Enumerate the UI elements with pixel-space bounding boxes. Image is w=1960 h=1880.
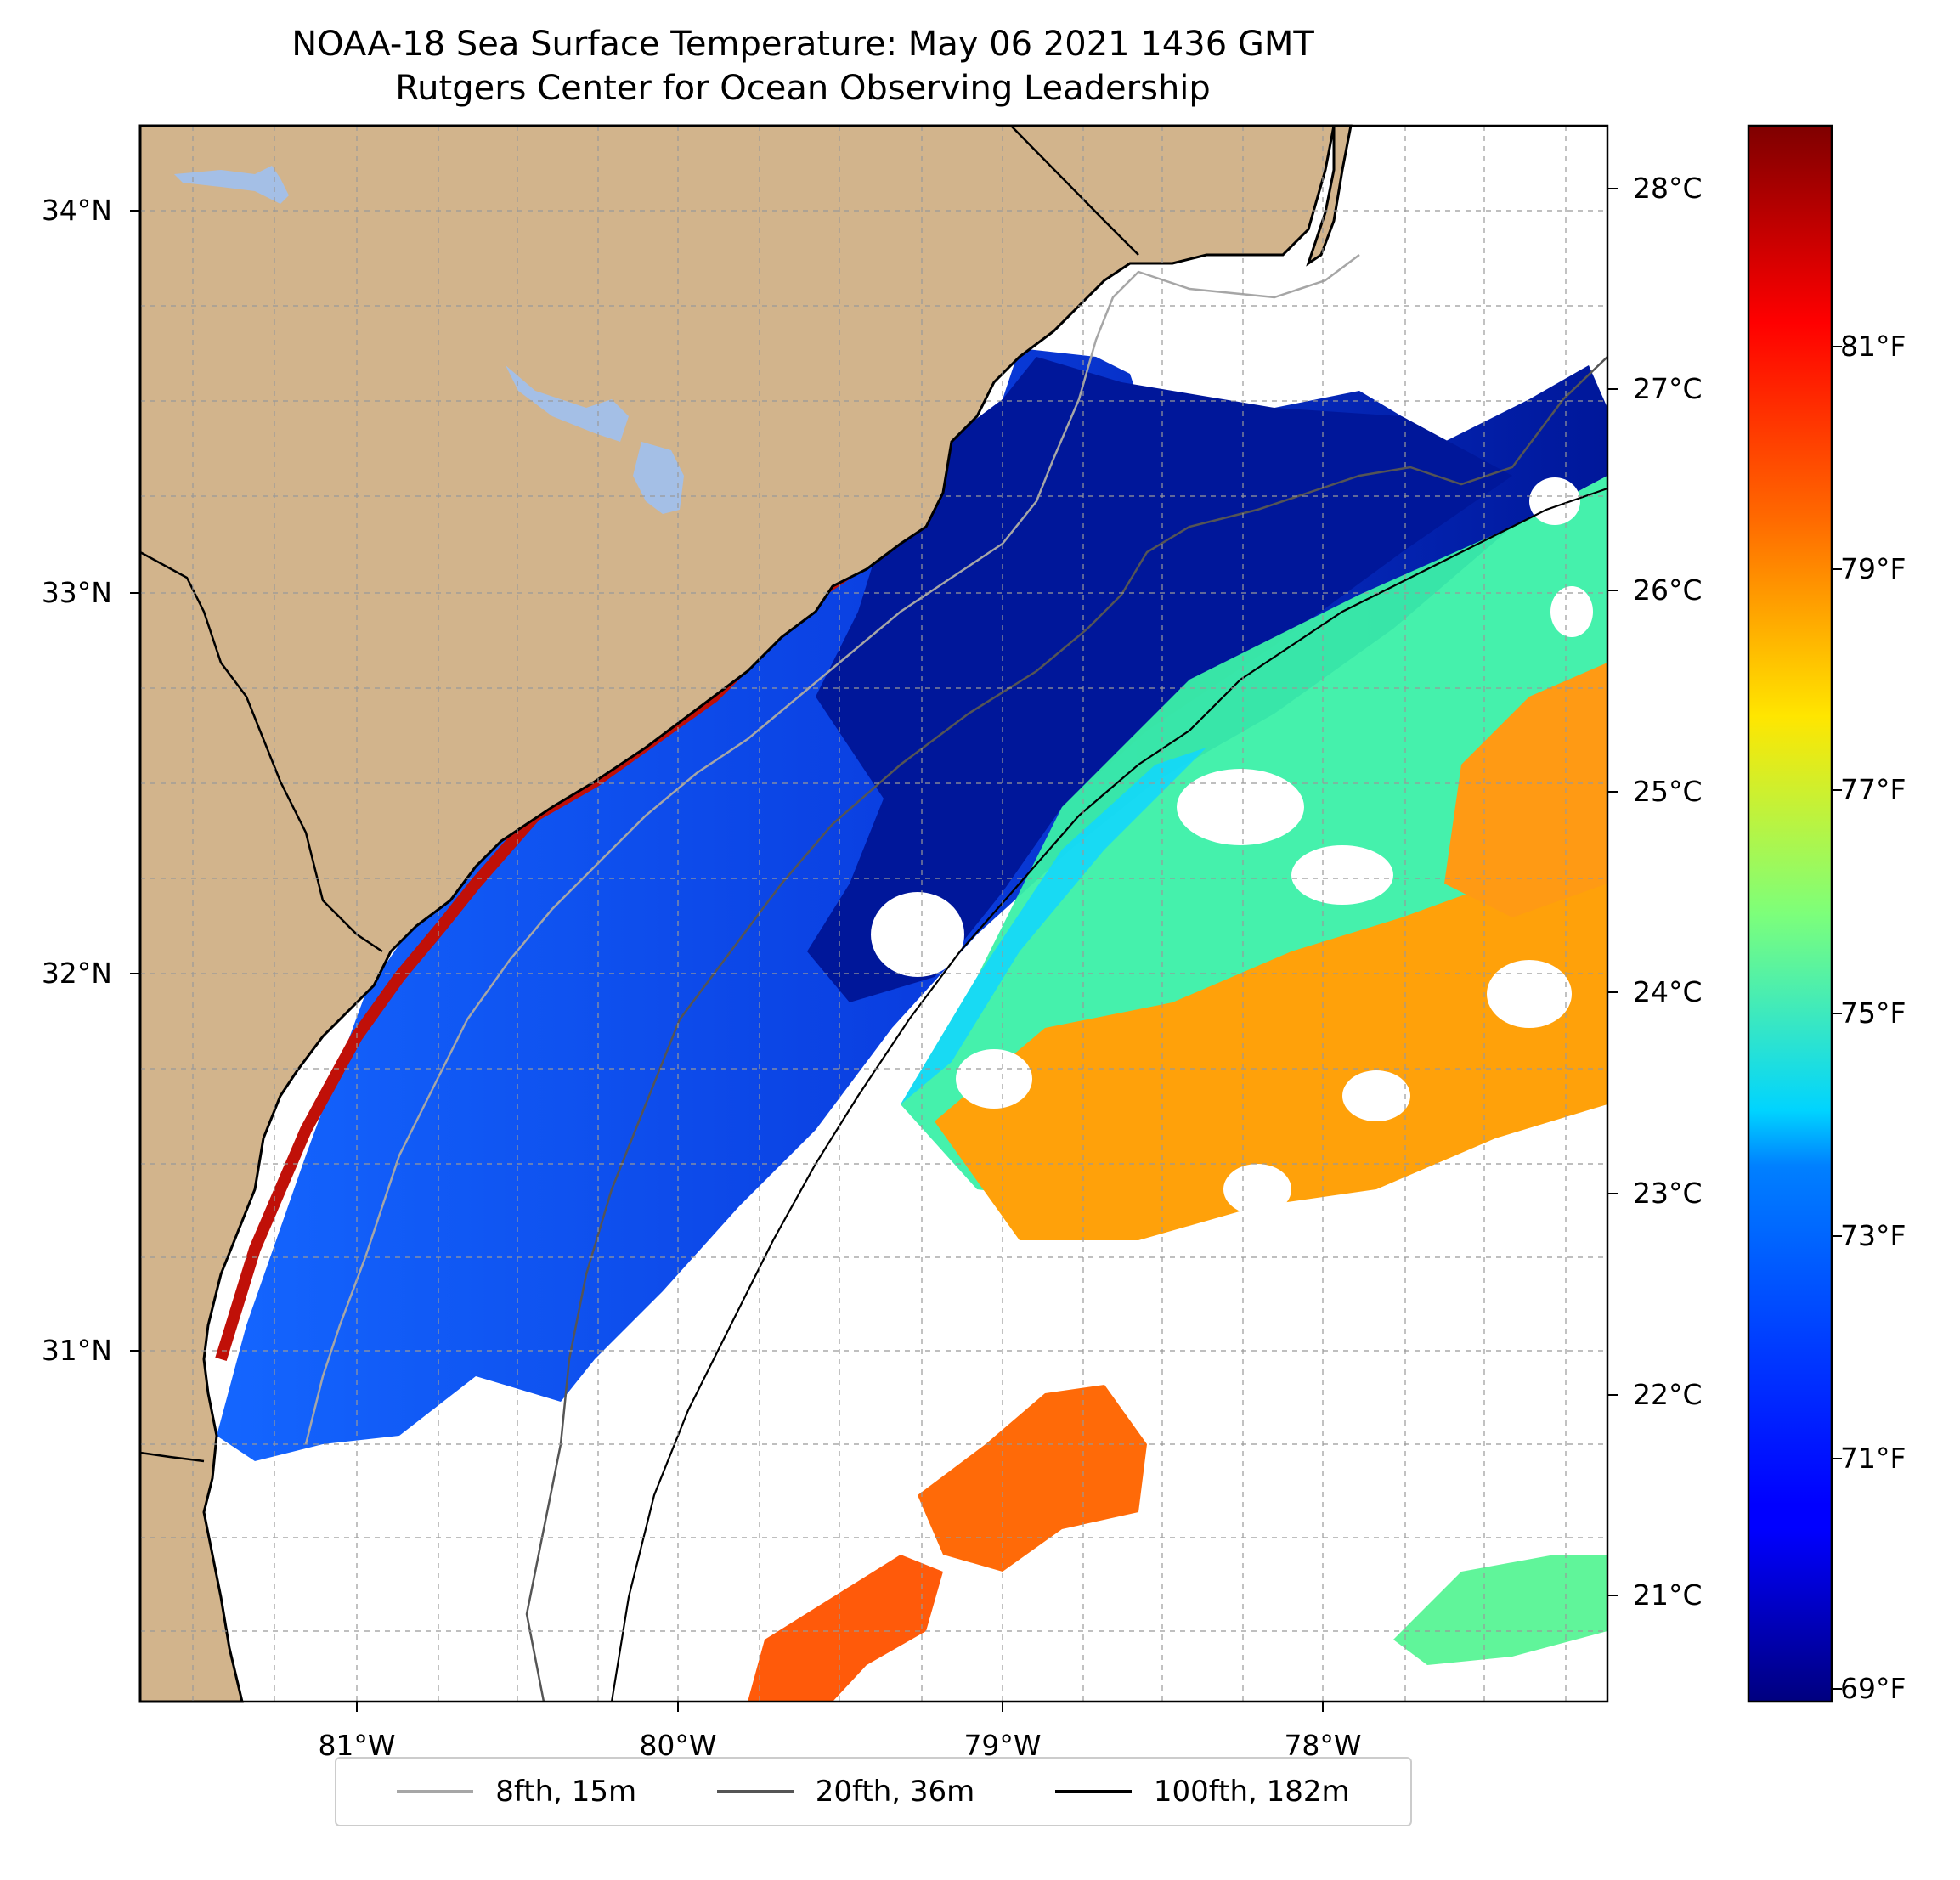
sst-offshore-cold-pool: [807, 357, 1512, 1002]
sst-warm-filament: [748, 1555, 943, 1702]
lake-marion: [174, 166, 289, 204]
fahrenheit-tick-75: 75°F: [1840, 996, 1906, 1030]
legend-line-8fth: [397, 1790, 474, 1793]
lon-tick-79w: 79°W: [963, 1729, 1042, 1762]
sst-green-patch-se: [1393, 1555, 1607, 1665]
state-boundary-sc-ga: [139, 550, 383, 953]
celsius-tick-27: 27°C: [1633, 372, 1703, 405]
axis-ticks: [130, 188, 1618, 1712]
legend-item-100fth: 100fth, 182m: [1054, 1775, 1350, 1809]
legend-line-100fth: [1054, 1790, 1132, 1793]
fahrenheit-tick-71: 71°F: [1840, 1442, 1906, 1475]
celsius-tick-21: 21°C: [1633, 1578, 1703, 1612]
sst-warm-eddy-south: [918, 1385, 1147, 1572]
sst-gulf-stream-warm: [935, 841, 1607, 1240]
lat-tick-34n: 34°N: [41, 194, 112, 227]
celsius-tick-26: 26°C: [1633, 573, 1703, 607]
fahrenheit-tick-81: 81°F: [1840, 330, 1906, 363]
legend-label-20fth: 20fth, 36m: [815, 1775, 975, 1809]
land-southeast-us: [138, 124, 1336, 1703]
celsius-tick-23: 23°C: [1633, 1177, 1703, 1210]
fahrenheit-tick-73: 73°F: [1840, 1219, 1906, 1252]
graticule: [140, 126, 1607, 1702]
state-boundary-ga-fl: [139, 1451, 205, 1463]
legend-label-100fth: 100fth, 182m: [1153, 1775, 1350, 1809]
legend-item-8fth: 8fth, 15m: [397, 1775, 636, 1809]
land-northeast-coast: [1306, 124, 1353, 267]
lat-tick-33n: 33°N: [41, 576, 112, 609]
colorbar: [1747, 124, 1833, 1703]
isobaths: [304, 254, 1607, 1702]
lat-tick-31n: 31°N: [41, 1334, 112, 1367]
lat-tick-32n: 32°N: [41, 957, 112, 990]
isobath-legend: 8fth, 15m 20fth, 36m 100fth, 182m: [335, 1757, 1412, 1826]
sst-field: [215, 348, 1607, 1702]
lon-tick-81w: 81°W: [318, 1729, 396, 1762]
fahrenheit-tick-69: 69°F: [1840, 1672, 1906, 1705]
lon-tick-80w: 80°W: [639, 1729, 717, 1762]
celsius-tick-25: 25°C: [1633, 775, 1703, 808]
cloud-gaps: [871, 477, 1593, 1215]
colorbar-ticks: [1832, 346, 1842, 1690]
map-title: NOAA-18 Sea Surface Temperature: May 06 …: [291, 25, 1314, 64]
celsius-tick-24: 24°C: [1633, 975, 1703, 1008]
legend-line-20fth: [716, 1790, 794, 1793]
isobath-20fth: [525, 356, 1607, 1702]
lon-tick-78w: 78°W: [1284, 1729, 1362, 1762]
map-subtitle: Rutgers Center for Ocean Observing Leade…: [395, 69, 1211, 108]
plot-frame: [138, 124, 1609, 1703]
sst-gulf-stream-core: [1444, 663, 1607, 917]
celsius-tick-28: 28°C: [1633, 172, 1703, 205]
isobath-8fth: [304, 254, 1360, 1445]
fahrenheit-tick-79: 79°F: [1840, 552, 1906, 585]
sst-cyan-fringe: [901, 748, 1206, 1104]
state-boundary-nc-sc: [1010, 125, 1139, 256]
legend-label-8fth: 8fth, 15m: [495, 1775, 637, 1809]
legend-item-20fth: 20fth, 36m: [716, 1775, 975, 1809]
isobath-100fth: [610, 487, 1607, 1702]
fahrenheit-tick-77: 77°F: [1840, 773, 1906, 806]
celsius-tick-22: 22°C: [1633, 1378, 1703, 1411]
